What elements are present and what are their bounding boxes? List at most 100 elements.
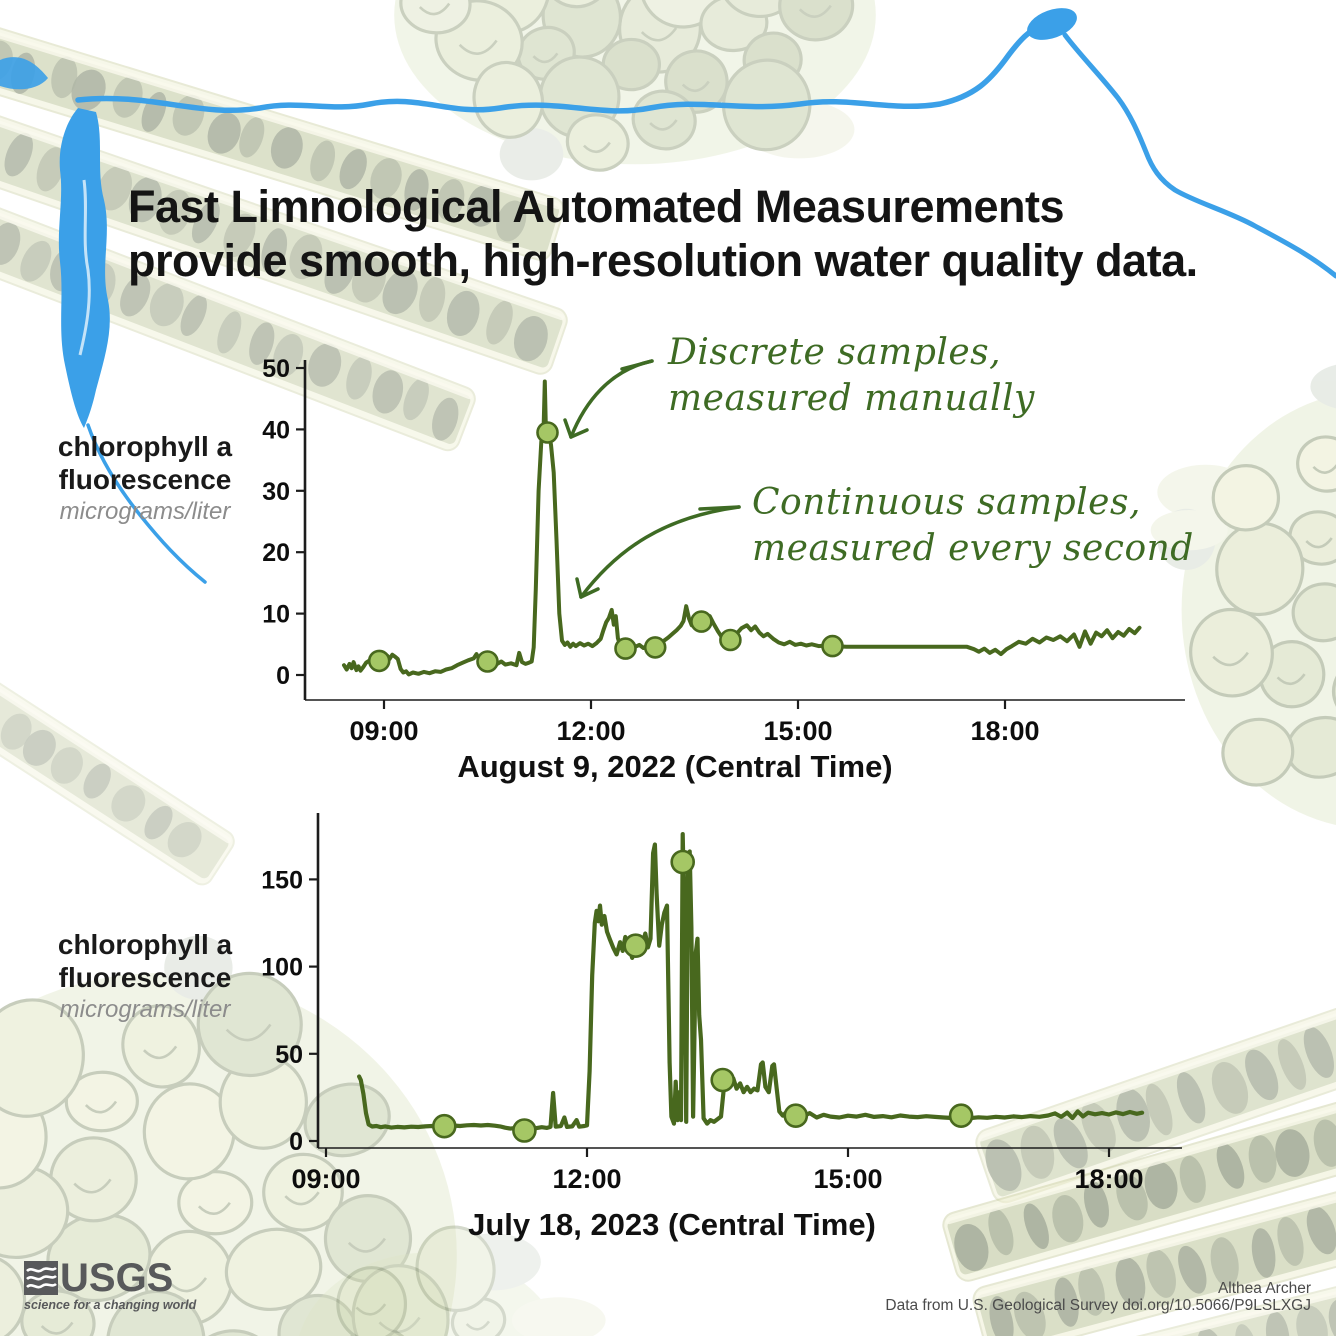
y-axis-unit: micrograms/liter — [59, 996, 231, 1023]
algae-cell — [664, 49, 729, 114]
algae-cell — [303, 1082, 391, 1158]
discrete-sample-dot — [614, 637, 637, 660]
annotation-discrete-samples: Discrete samples, measured manually — [668, 330, 1035, 422]
continuous-arrow-dash — [698, 505, 741, 511]
x-tick-label: 12:00 — [552, 1164, 621, 1194]
x-tick-label: 15:00 — [763, 716, 832, 746]
annotation-continuous-samples: Continuous samples, measured every secon… — [752, 480, 1194, 572]
algae-cell — [450, 1297, 507, 1336]
algae-cell — [142, 1082, 236, 1181]
algae-cluster-right — [1150, 364, 1336, 825]
discrete-sample-dot — [431, 1113, 457, 1139]
page-title-line2: provide smooth, high-resolution water qu… — [128, 235, 1198, 286]
annotation-discrete-line1: Discrete samples, — [668, 332, 1002, 373]
algae-cell — [538, 55, 621, 139]
continuous-samples-line — [357, 832, 1145, 1132]
x-tick-label: 18:00 — [970, 716, 1039, 746]
x-tick-label: 12:00 — [556, 716, 625, 746]
algae-cell — [485, 1330, 574, 1336]
algae-cluster-top — [394, 0, 876, 181]
page-title-line1: Fast Limnological Automated Measurements — [128, 181, 1065, 232]
algae-cell — [699, 0, 769, 53]
discrete-arrow-curve — [569, 359, 654, 439]
algae-cell — [541, 0, 623, 59]
y-axis-label-chart2: chlorophyll a fluorescence micrograms/li… — [30, 928, 260, 1026]
y-axis-label-bold1: chlorophyll a — [57, 929, 233, 960]
y-tick-label: 50 — [275, 1041, 303, 1069]
y-tick-label: 20 — [262, 539, 290, 567]
algae-cell — [1258, 640, 1326, 709]
y-tick-label: 40 — [262, 416, 290, 444]
algae-cell — [336, 1326, 416, 1336]
continuous-arrow-curve — [579, 505, 741, 599]
algae-cell — [1211, 464, 1281, 532]
algae-cell — [1331, 658, 1336, 727]
y-axis-label-bold2: fluorescence — [58, 962, 232, 993]
y-axis-unit: micrograms/liter — [59, 498, 231, 525]
discrete-sample-dot — [670, 849, 696, 875]
y-tick-label: 0 — [289, 1128, 303, 1156]
discrete-sample-dot — [783, 1103, 809, 1128]
algae-cell — [778, 0, 855, 42]
discrete-sample-dot — [719, 628, 742, 652]
algae-cell — [177, 1170, 254, 1236]
algae-cell — [434, 0, 524, 82]
river-braid-detail — [78, 179, 91, 356]
algae-cell — [631, 89, 697, 151]
credit-source: Data from U.S. Geological Survey doi.org… — [885, 1296, 1311, 1314]
algae-cell — [742, 31, 803, 89]
algae-cell — [1285, 715, 1336, 779]
diatom-filament — [0, 677, 235, 886]
discrete-sample-dot — [623, 933, 649, 959]
river-lake-widening — [1027, 8, 1077, 40]
algae-cell — [49, 1136, 138, 1223]
river-upper-course — [75, 19, 1051, 114]
discrete-sample-dot — [476, 650, 499, 673]
discrete-sample-dot — [536, 421, 559, 444]
x-tick-label: 09:00 — [349, 716, 418, 746]
x-tick-label: 15:00 — [813, 1164, 882, 1194]
algae-cell — [351, 1264, 450, 1336]
algae-cell — [1291, 582, 1336, 643]
algae-cell — [1215, 521, 1305, 617]
algae-cell — [262, 1152, 344, 1232]
diatom-filament — [942, 1080, 1336, 1282]
algae-cell — [323, 1194, 413, 1284]
y-tick-label: 10 — [262, 601, 290, 629]
discrete-sample-dot — [367, 649, 391, 673]
algae-cell — [183, 1329, 278, 1336]
algae-cell — [1189, 607, 1274, 698]
algae-cell — [472, 60, 545, 139]
algae-cell — [64, 1070, 139, 1133]
annotation-continuous-line2: measured every second — [752, 528, 1194, 569]
usgs-tagline: science for a changing world — [24, 1298, 197, 1312]
x-tick-label: 09:00 — [291, 1164, 360, 1194]
discrete-sample-dot — [643, 636, 667, 659]
discrete-sample-dot — [512, 1118, 537, 1143]
algae-cell — [618, 0, 702, 74]
continuous-arrow-head — [575, 577, 600, 599]
discrete-sample-dot — [821, 634, 844, 658]
algae-cell — [218, 1054, 309, 1150]
y-axis-label-bold1: chlorophyll a — [57, 431, 233, 462]
y-axis-label-bold2: fluorescence — [58, 464, 232, 495]
algae-cell — [1296, 435, 1336, 493]
algae-cell — [565, 113, 630, 172]
algae-cell — [399, 0, 472, 35]
river-braided-arm — [58, 108, 110, 428]
algae-cell — [1221, 717, 1295, 787]
algae-cell — [721, 58, 812, 152]
algae-cell — [639, 0, 728, 29]
algae-cell — [470, 0, 551, 35]
algae-cell — [277, 1293, 359, 1336]
algae-cell — [601, 37, 662, 92]
y-tick-label: 50 — [262, 355, 290, 383]
chart-date-caption: August 9, 2022 (Central Time) — [457, 749, 892, 784]
algae-cell — [516, 25, 576, 81]
algae-cell — [0, 1164, 70, 1260]
chart-2: 0 50 100 150 09:00 12:00 15:00 18:00 July 18, 20… — [261, 813, 1182, 1242]
y-axis-label-chart1: chlorophyll a fluorescence micrograms/li… — [30, 430, 260, 528]
river-edge-blob — [0, 57, 48, 90]
y-tick-label: 0 — [276, 662, 290, 690]
usgs-logo: USGS science for a changing world — [24, 1258, 197, 1312]
